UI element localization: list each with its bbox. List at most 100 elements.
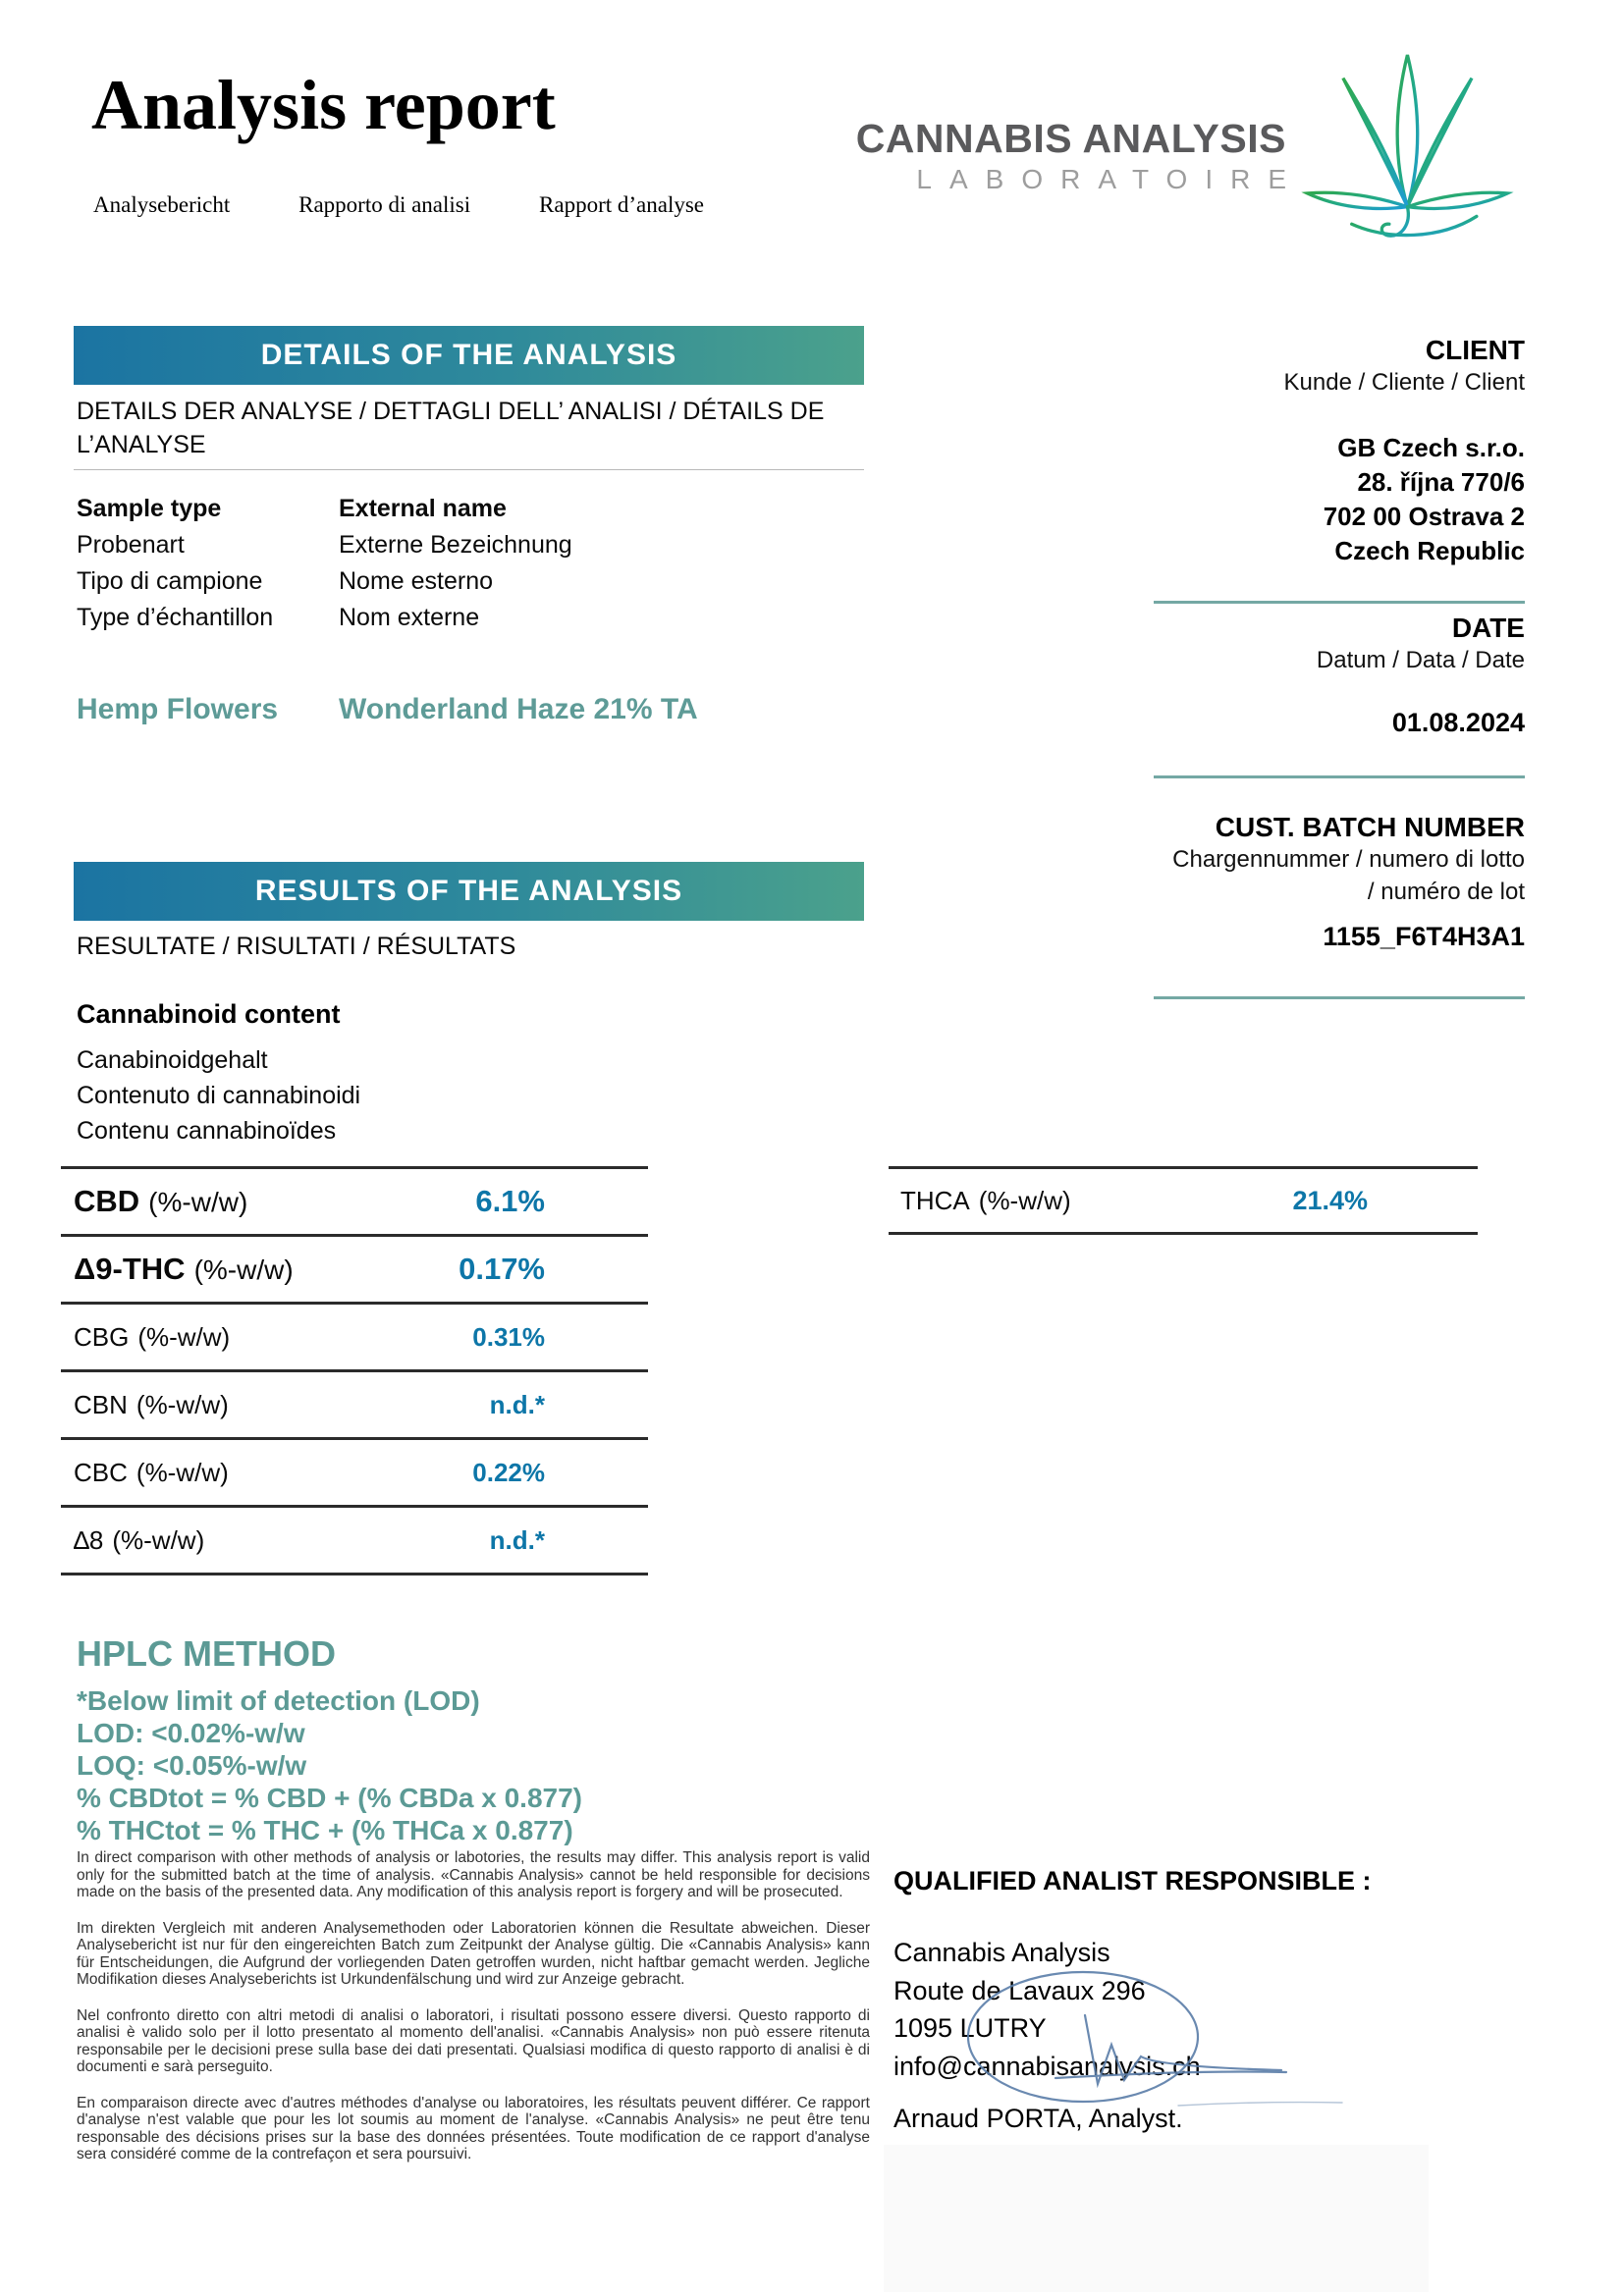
analyte-name: CBD	[74, 1184, 140, 1218]
date-heading: DATE	[1451, 613, 1525, 643]
date-value: 01.08.2024	[1391, 707, 1525, 737]
lab-logo-text: CANNABIS ANALYSIS LABORATOIRE	[795, 116, 1286, 193]
client-street: 28. října 770/6	[1357, 466, 1525, 497]
external-name-value: Wonderland Haze 21% TA	[339, 693, 698, 725]
analyte-name: CBC	[74, 1457, 128, 1487]
analyte-value: 0.22%	[472, 1457, 545, 1487]
title-translation-it: Rapporto di analisi	[298, 192, 471, 217]
title-translation-de: Analysebericht	[93, 192, 231, 217]
analyte-value: n.d.*	[489, 1389, 545, 1419]
external-name-label-de: Externe Bezeichnung	[339, 531, 572, 559]
client-name: GB Czech s.r.o.	[1337, 432, 1525, 462]
cannabinoid-subtitle-fr: Contenu cannabinoïdes	[77, 1117, 337, 1145]
analyte-name: CBG	[74, 1321, 130, 1352]
batch-value: 1155_F6T4H3A1	[1323, 921, 1525, 951]
disclaimer-fr: En comparaison directe avec d'autres mét…	[77, 2094, 870, 2163]
batch-subheading-1: Chargennummer / numero di lotto	[1172, 845, 1525, 873]
lab-logo-name: CANNABIS ANALYSIS	[855, 116, 1286, 161]
analyte-unit: (%-w/w)	[193, 1255, 294, 1285]
sample-type-label-it: Tipo di campione	[77, 567, 263, 595]
method-lod: LOD: <0.02%-w/w	[77, 1718, 305, 1748]
details-banner-label: DETAILS OF THE ANALYSIS	[260, 339, 677, 371]
external-name-label-fr: Nom externe	[339, 604, 480, 631]
cannabis-leaf-icon	[1301, 54, 1514, 238]
analyte-name: Δ9-THC	[74, 1252, 186, 1286]
date-batch-divider	[1154, 775, 1525, 778]
client-heading: CLIENT	[1425, 335, 1525, 365]
disclaimer-it: Nel confronto diretto con altri metodi d…	[77, 2006, 870, 2076]
analyte-unit: (%-w/w)	[135, 1389, 229, 1419]
table-row: CBD (%-w/w) 6.1%	[61, 1169, 648, 1237]
analyte-unit: (%-w/w)	[978, 1185, 1071, 1215]
sample-type-label-en: Sample type	[77, 495, 222, 522]
title-translation-fr: Rapport d’analyse	[539, 192, 704, 217]
method-formula-thc: % THCtot = % THC + (% THCa x 0.877)	[77, 1815, 573, 1845]
client-block: CLIENT Kunde / Cliente / Client GB Czech…	[1154, 335, 1525, 568]
external-name-labels: External name Externe Bezeichnung Nome e…	[339, 491, 572, 636]
scan-artifact	[884, 2145, 1429, 2292]
analyte-value: n.d.*	[489, 1524, 545, 1555]
analyst-street: Route de Lavaux 296	[893, 1975, 1146, 2005]
analyst-signature	[966, 1970, 1343, 2107]
analyst-signoff: Arnaud PORTA, Analyst.	[893, 2104, 1183, 2133]
batch-heading: CUST. BATCH NUMBER	[1215, 812, 1525, 842]
client-subheading: Kunde / Cliente / Client	[1283, 368, 1525, 396]
external-name-label-it: Nome esterno	[339, 567, 494, 595]
analyte-name: THCA	[900, 1185, 970, 1215]
analyte-value: 21.4%	[1292, 1185, 1368, 1215]
analyte-name: CBN	[74, 1389, 128, 1419]
analyte-unit: (%-w/w)	[112, 1524, 205, 1555]
date-subheading: Datum / Data / Date	[1316, 646, 1525, 673]
sample-type-value: Hemp Flowers	[77, 693, 279, 725]
analyte-name: ∆8	[74, 1524, 104, 1555]
disclaimer-block: In direct comparison with other methods …	[77, 1849, 870, 2182]
lab-logo-subname: LABORATOIRE	[916, 164, 1304, 195]
method-note-lod: *Below limit of detection (LOD)	[77, 1685, 480, 1716]
analyte-unit: (%-w/w)	[135, 1457, 229, 1487]
method-formula-cbd: % CBDtot = % CBD + (% CBDa x 0.877)	[77, 1783, 583, 1813]
table-row: CBN (%-w/w) n.d.*	[61, 1372, 648, 1440]
batch-subheading-2: / numéro de lot	[1367, 878, 1525, 905]
analyte-value: 6.1%	[475, 1184, 545, 1218]
hplc-method-title: HPLC METHOD	[77, 1633, 336, 1674]
hplc-method-block: HPLC METHOD *Below limit of detection (L…	[77, 1633, 582, 1846]
batch-bottom-divider	[1154, 996, 1525, 999]
date-block: DATE Datum / Data / Date 01.08.2024	[1154, 613, 1525, 740]
external-name-label-en: External name	[339, 495, 507, 522]
sample-type-labels: Sample type Probenart Tipo di campione T…	[77, 491, 273, 636]
analyst-address: Cannabis Analysis Route de Lavaux 296 10…	[893, 1934, 1201, 2085]
disclaimer-de: Im direkten Vergleich mit anderen Analys…	[77, 1919, 870, 1989]
details-banner: DETAILS OF THE ANALYSIS	[74, 326, 864, 385]
cannabinoid-results-table: CBD (%-w/w) 6.1% Δ9-THC (%-w/w) 0.17% CBG(…	[61, 1166, 648, 1575]
thca-results-table: THCA (%-w/w) 21.4%	[889, 1166, 1478, 1235]
table-row: ∆8 (%-w/w) n.d.*	[61, 1508, 648, 1575]
sample-type-label-fr: Type d’échantillon	[77, 604, 274, 631]
analyte-value: 0.17%	[459, 1252, 545, 1286]
batch-block: CUST. BATCH NUMBER Chargennummer / numer…	[1154, 812, 1525, 954]
results-banner: RESULTS OF THE ANALYSIS	[74, 862, 864, 921]
results-trilingual-subtitle: RESULTATE / RISULTATI / RÉSULTATS	[77, 933, 516, 960]
page-title: Analysis report	[91, 66, 556, 144]
table-row: THCA (%-w/w) 21.4%	[889, 1169, 1478, 1235]
table-row: CBC (%-w/w) 0.22%	[61, 1440, 648, 1508]
analyte-value: 0.31%	[472, 1321, 545, 1352]
results-banner-label: RESULTS OF THE ANALYSIS	[254, 875, 683, 907]
analyst-lab-name: Cannabis Analysis	[893, 1938, 1110, 1967]
client-date-divider	[1154, 601, 1525, 604]
client-country: Czech Republic	[1334, 535, 1525, 565]
cannabinoid-subtitle-it: Contenuto di cannabinoidi	[77, 1082, 361, 1109]
sample-type-label-de: Probenart	[77, 531, 185, 559]
analyte-unit: (%-w/w)	[137, 1321, 231, 1352]
cannabinoid-section-title: Cannabinoid content	[77, 999, 341, 1029]
analyst-email: info@cannabisanalysis.ch	[893, 2051, 1201, 2081]
analyst-heading: QUALIFIED ANALIST RESPONSIBLE :	[893, 1866, 1372, 1896]
table-row: Δ9-THC (%-w/w) 0.17%	[61, 1237, 648, 1305]
details-trilingual-subtitle: DETAILS DER ANALYSE / DETTAGLI DELL’ ANA…	[77, 398, 825, 458]
details-divider	[74, 469, 864, 470]
disclaimer-en: In direct comparison with other methods …	[77, 1849, 870, 1900]
client-city: 702 00 Ostrava 2	[1323, 501, 1525, 531]
table-row: CBG (%-w/w) 0.31%	[61, 1305, 648, 1372]
method-loq: LOQ: <0.05%-w/w	[77, 1750, 307, 1781]
cannabinoid-section-subtitles: Canabinoidgehalt Contenuto di cannabinoi…	[77, 1042, 360, 1148]
